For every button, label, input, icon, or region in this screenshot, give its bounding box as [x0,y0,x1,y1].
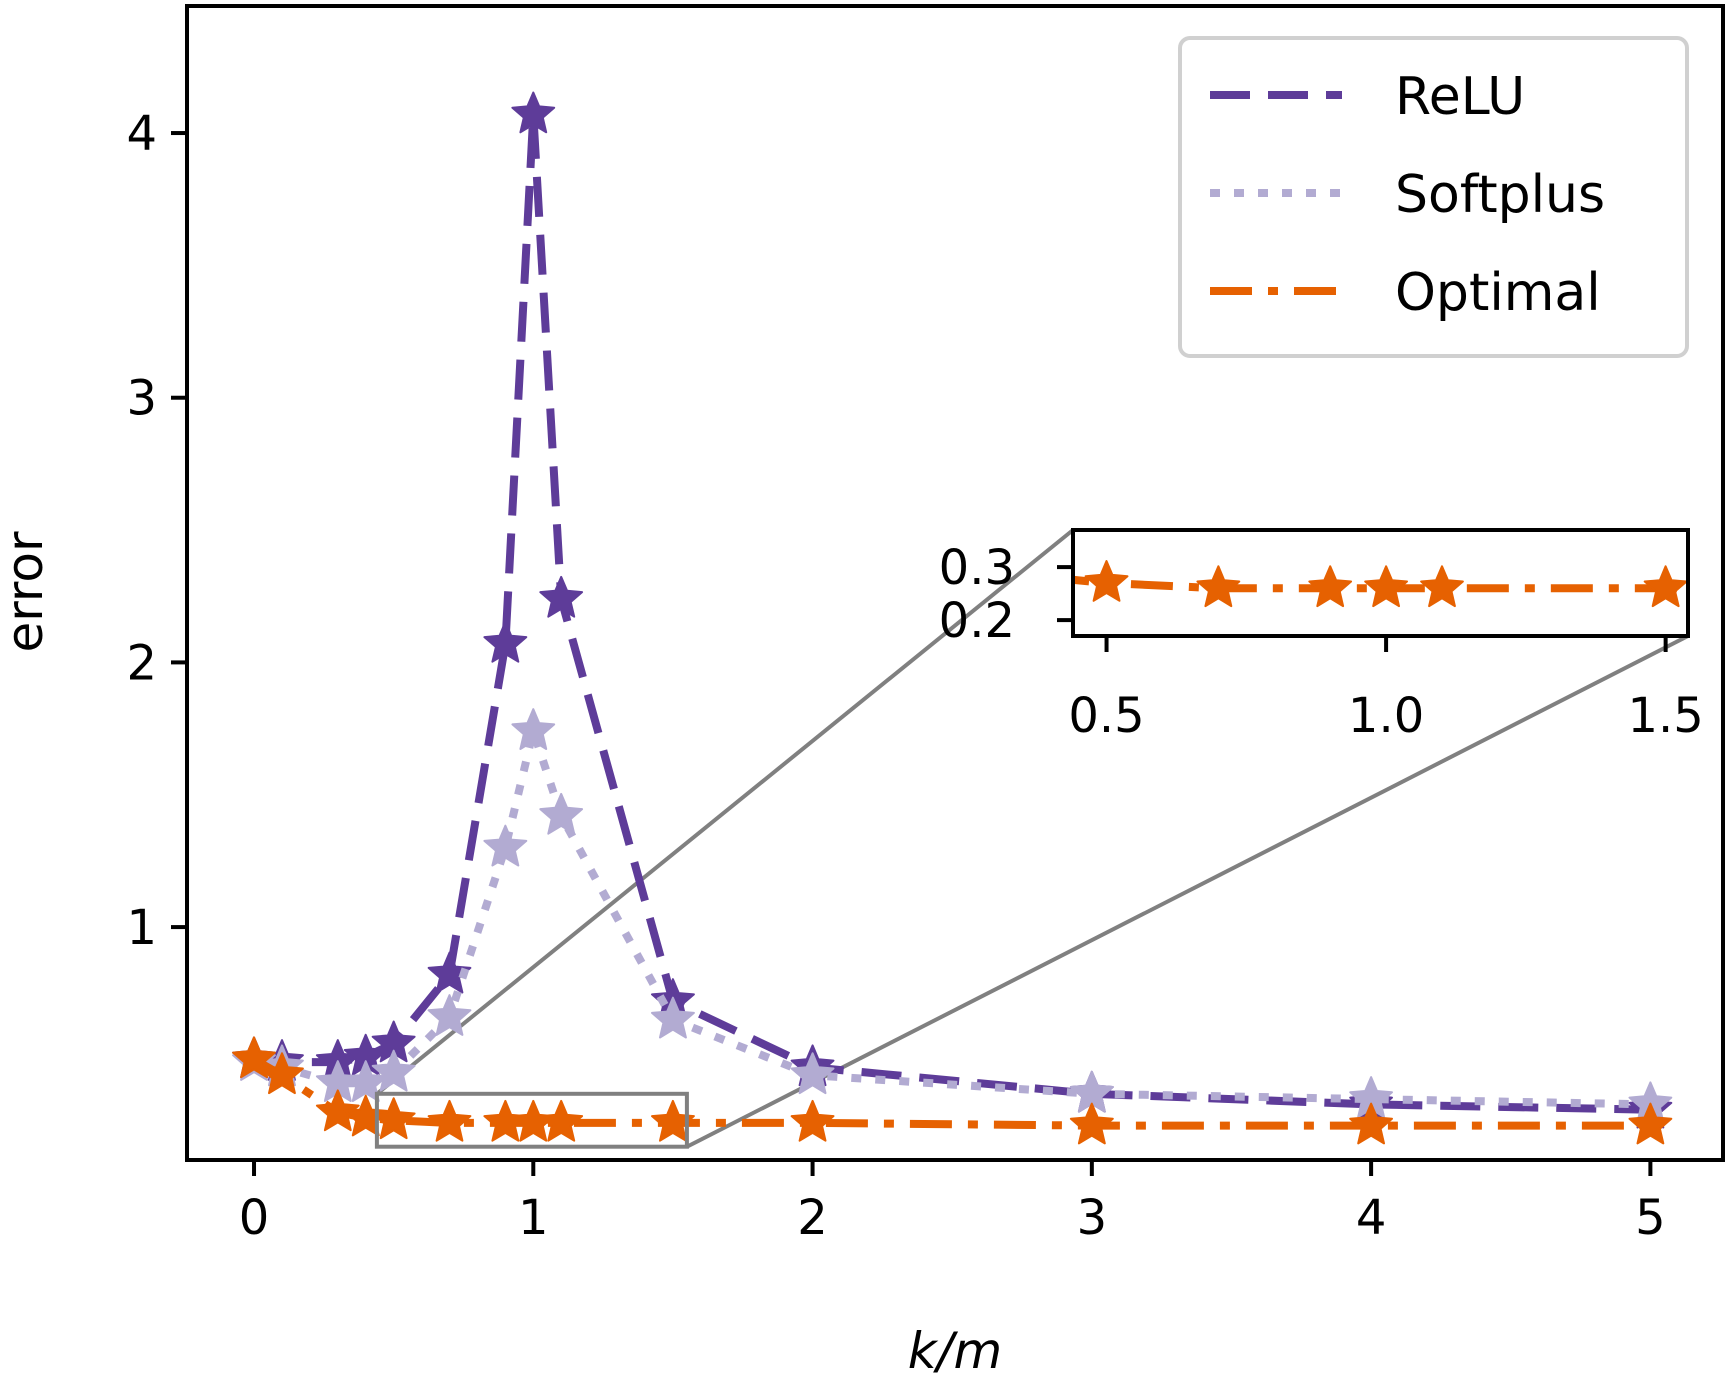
point-optimal [1069,1102,1114,1145]
legend-box [1178,36,1689,358]
point-optimal [1628,1102,1673,1145]
inset-point-optimal [1308,565,1353,608]
point-softplus [539,792,584,835]
legend: ReLU Softplus Optimal [1178,36,1689,358]
y-tick-label: 1 [126,900,157,956]
inset-point-optimal [1643,565,1688,608]
y-axis-label: error [0,531,54,652]
y-tick-label: 2 [126,635,157,691]
x-axis-ticks: 0 1 2 3 4 5 [239,1160,1666,1246]
inset-y-axis-ticks: 0.20.3 [939,540,1073,649]
main-axes: 0 1 2 3 4 5 1 2 3 4 [126,4,1725,1246]
inset-series-line-optimal [1073,575,1688,593]
point-optimal [315,1089,360,1132]
zoom-connector-line [685,634,1689,1149]
point-optimal [371,1097,416,1140]
legend-label-optimal: Optimal [1395,263,1601,323]
inset-frame [1071,528,1690,638]
y-axis-ticks: 1 2 3 4 [126,106,187,956]
inset-point-optimal [1196,565,1241,608]
zoom-connectors [375,528,1689,1149]
x-tick-label: 1 [518,1190,549,1246]
inset-point-optimal [1084,560,1129,602]
point-optimal [539,1099,584,1142]
legend-label-softplus: Softplus [1395,165,1605,225]
x-tick-label: 0 [239,1190,270,1246]
inset-axes: 0.5 1.0 1.5 0.20.3 [939,528,1704,744]
point-optimal [260,1052,304,1095]
point-softplus [343,1060,388,1102]
inset-x-tick-label: 0.5 [1068,688,1144,744]
point-softplus [651,996,695,1039]
y-tick-label: 4 [126,106,157,162]
point-softplus [427,994,472,1036]
point-relu [427,951,472,994]
inset-series-area [1073,560,1688,608]
inset-x-tick-label: 1.5 [1627,688,1703,744]
x-tick-label: 4 [1356,1190,1387,1246]
main-series-area [232,91,1673,1145]
x-tick-label: 2 [797,1190,828,1246]
point-optimal [1349,1102,1393,1145]
inset-x-axis-ticks: 0.5 1.0 1.5 [1068,636,1704,744]
zoom-connector-line [375,528,1075,1096]
point-optimal [790,1099,835,1142]
point-relu [483,620,528,663]
inset-y-tick-label: 0.3 [939,540,1015,596]
legend-label-relu: ReLU [1395,67,1525,127]
inset-x-tick-label: 1.0 [1348,688,1424,744]
zoom-region-box [374,1091,689,1149]
point-relu [539,575,584,618]
x-axis-label: k/m [908,1322,1003,1377]
x-tick-label: 3 [1077,1190,1108,1246]
point-softplus [790,1052,835,1095]
series-line-softplus [253,727,1651,1109]
point-softplus [511,708,556,750]
y-tick-label: 3 [126,371,157,427]
inset-point-optimal [1420,565,1464,608]
inset-y-tick-label: 0.2 [939,593,1015,649]
point-softplus [371,1049,416,1092]
point-optimal [427,1099,472,1142]
point-softplus [483,824,528,867]
inset-point-optimal [1364,565,1408,608]
plot-frame [185,4,1725,1162]
x-tick-label: 5 [1635,1190,1666,1246]
point-relu [511,91,556,134]
